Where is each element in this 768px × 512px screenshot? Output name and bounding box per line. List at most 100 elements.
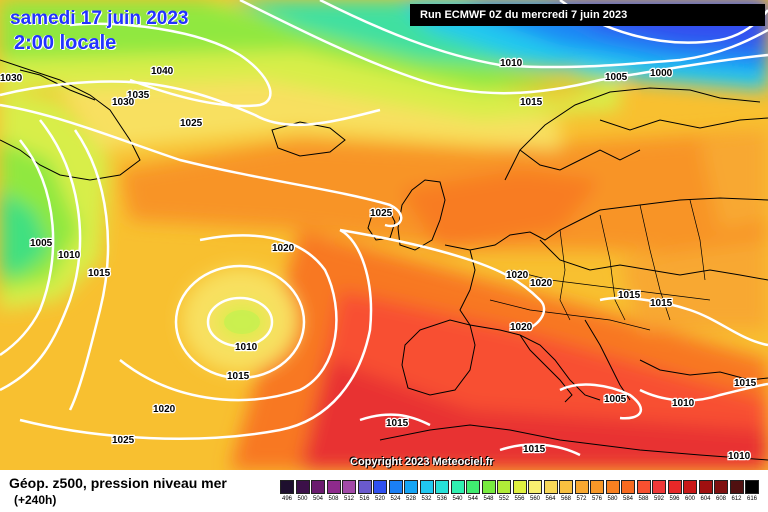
legend-swatch [326,480,341,494]
legend-value: 580 [607,496,618,502]
isobar-label: 1025 [112,435,135,446]
map-canvas: 1040 1030 1035 1030 1025 1010 1015 1005 … [0,0,768,470]
legend-swatch [280,480,294,494]
legend-value: 548 [483,496,494,502]
legend-swatch [388,480,403,494]
isobar-label: 1015 [523,444,546,455]
legend-value: 508 [328,496,339,502]
legend-value: 516 [359,496,370,502]
isobar-label: 1005 [30,238,53,249]
isobar-label: 1040 [151,66,174,77]
legend-value: 616 [746,496,757,502]
forecast-date: samedi 17 juin 2023 [10,8,189,29]
isobar-label: 1020 [272,243,295,254]
legend-value: 496 [281,496,292,502]
legend-value: 532 [421,496,432,502]
legend-swatch [543,480,558,494]
legend-swatch [667,480,682,494]
legend-value: 600 [684,496,695,502]
legend-value: 564 [545,496,556,502]
isobar-label: 1020 [506,270,529,281]
legend-swatch [636,480,651,494]
legend-value: 568 [560,496,571,502]
legend-value: 572 [576,496,587,502]
legend-swatch [466,480,480,494]
legend-value: 584 [622,496,633,502]
legend-swatch [450,480,465,494]
legend-swatch [295,480,310,494]
map-variable-title: Géop. z500, pression niveau mer [9,475,227,491]
legend-value: 500 [297,496,308,502]
isobar-label: 1010 [58,250,81,261]
legend-swatch [357,480,372,494]
legend-swatch [528,480,542,494]
legend-swatch [419,480,434,494]
isobar-label: 1015 [618,290,641,301]
legend-swatch [481,480,496,494]
legend-swatch [574,480,589,494]
legend-value: 520 [374,496,385,502]
legend-value: 576 [591,496,602,502]
legend-value: 556 [514,496,525,502]
legend-swatch [698,480,713,494]
legend-value: 560 [529,496,540,502]
isobar-label: 1025 [180,118,203,129]
isobar-label: 1025 [370,208,393,219]
forecast-lead-time: (+240h) [14,493,57,507]
legend-value: 552 [498,496,509,502]
isobars [0,0,768,457]
legend-swatch [342,480,356,494]
map-footer: Géop. z500, pression niveau mer (+240h) … [0,470,768,512]
isobar-label: 1030 [112,97,135,108]
legend-value: 592 [653,496,664,502]
isobar-labels: 1040 1030 1035 1030 1025 1010 1015 1005 … [0,57,758,464]
copyright-text: Copyright 2023 Meteociel.fr [350,456,494,468]
legend-swatch [311,480,325,494]
legend-swatch [373,480,387,494]
isobar-label: 1015 [88,268,111,279]
forecast-time: 2:00 locale [14,32,117,54]
legend-swatch [605,480,620,494]
legend-swatch [621,480,635,494]
legend-value: 512 [343,496,354,502]
legend-swatch [729,480,744,494]
legend-swatch [404,480,418,494]
isobar-label: 1010 [728,451,751,462]
isobar-label: 1005 [605,72,628,83]
isobar-label: 1010 [235,342,258,353]
legend-value: 544 [467,496,478,502]
legend-value: 524 [390,496,401,502]
legend-swatch [683,480,697,494]
isobar-label: 1020 [510,322,533,333]
legend-swatch [714,480,728,494]
model-run-label: Run ECMWF 0Z du mercredi 7 juin 2023 [410,4,765,26]
isobar-label: 1015 [650,298,673,309]
legend-swatch [435,480,449,494]
isobar-label: 1035 [127,90,150,101]
legend-swatch [512,480,527,494]
isobar-label: 1000 [650,68,673,79]
isobar-label: 1020 [153,404,176,415]
weather-map: 1040 1030 1035 1030 1025 1010 1015 1005 … [0,0,768,470]
legend-value: 608 [715,496,726,502]
legend-swatch [559,480,573,494]
isobar-label: 1020 [530,278,553,289]
legend-swatch [745,480,759,494]
isobar-label: 1010 [672,398,695,409]
isobar-label: 1015 [386,418,409,429]
isobar-label: 1030 [0,73,23,84]
legend-value: 536 [436,496,447,502]
legend-value: 504 [312,496,323,502]
legend-value: 588 [638,496,649,502]
legend-swatch [497,480,511,494]
isobar-label: 1015 [734,378,757,389]
isobar-label: 1010 [500,58,523,69]
isobar-label: 1005 [604,394,627,405]
legend-value: 612 [731,496,742,502]
isobar-label: 1015 [227,371,250,382]
legend-swatch [590,480,604,494]
legend-value: 528 [405,496,416,502]
legend-swatch [652,480,666,494]
isobar-label: 1015 [520,97,543,108]
legend-value: 596 [669,496,680,502]
